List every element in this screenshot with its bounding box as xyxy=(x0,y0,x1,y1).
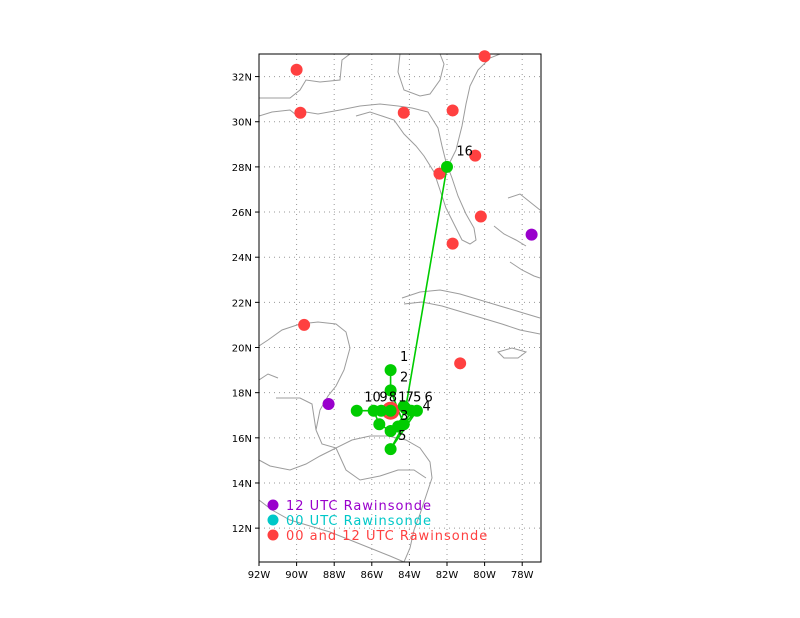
lat-tick-label: 20N xyxy=(232,344,252,355)
lon-tick-label: 92W xyxy=(248,570,271,581)
lat-tick-label: 16N xyxy=(232,434,252,445)
legend-both-marker xyxy=(267,529,279,541)
track-point-5 xyxy=(384,443,397,456)
lon-tick-label: 88W xyxy=(323,570,346,581)
lat-tick-label: 28N xyxy=(232,163,252,174)
station-00-12utc-marker xyxy=(290,63,303,76)
track-label: 10 xyxy=(364,391,381,406)
coastlines xyxy=(259,54,541,562)
track-label: 3 xyxy=(400,409,408,424)
legend-00utc-label: 00 UTC Rawinsonde xyxy=(286,514,432,529)
station-00-12utc-marker xyxy=(446,104,459,117)
track-label: 8 xyxy=(389,391,397,406)
station-00-12utc-marker xyxy=(294,106,307,119)
map-frame xyxy=(258,53,542,563)
track-point-15 xyxy=(399,402,412,415)
track-label: 9 xyxy=(379,391,387,406)
track-label: 5 xyxy=(398,429,406,444)
lon-tick-label: 82W xyxy=(436,570,459,581)
track-label: 6 xyxy=(424,391,432,406)
legend-12utc-marker xyxy=(267,499,279,511)
lon-tick-label: 78W xyxy=(511,570,534,581)
station-00-12utc-marker xyxy=(446,237,459,250)
lat-tick-label: 14N xyxy=(232,479,252,490)
station-00-12utc-marker xyxy=(454,357,467,370)
legend-12utc-label: 12 UTC Rawinsonde xyxy=(286,499,432,514)
track-label: 5 xyxy=(413,391,421,406)
lat-tick-label: 32N xyxy=(232,73,252,84)
lat-tick-label: 24N xyxy=(232,253,252,264)
station-12utc-marker xyxy=(525,228,538,241)
lat-tick-label: 18N xyxy=(232,389,252,400)
track-point-11 xyxy=(367,404,380,417)
storm-track xyxy=(290,50,491,456)
station-00-12utc-marker xyxy=(474,210,487,223)
lon-tick-label: 90W xyxy=(285,570,308,581)
track-label: 1 xyxy=(400,350,408,365)
track-point-2 xyxy=(384,384,397,397)
track-point-16 xyxy=(441,160,453,173)
track-label: 4 xyxy=(423,400,431,415)
track-label: 7 xyxy=(406,391,414,406)
track-label: 16 xyxy=(456,145,473,160)
station-00-12utc-marker xyxy=(397,106,410,119)
lon-tick-label: 84W xyxy=(398,570,421,581)
rawinsonde-stations xyxy=(322,228,538,410)
legend: 12 UTC Rawinsonde 00 UTC Rawinsonde 00 a… xyxy=(267,499,488,544)
lat-tick-label: 12N xyxy=(232,524,252,535)
track-point-12 xyxy=(373,418,386,431)
track-point-8 xyxy=(384,404,397,417)
lat-tick-label: 30N xyxy=(232,118,252,129)
station-00-12utc-marker xyxy=(298,318,311,331)
graticule xyxy=(259,54,541,562)
station-00-12utc-marker xyxy=(469,149,482,162)
legend-00utc-marker xyxy=(267,514,279,526)
lat-tick-label: 22N xyxy=(232,298,252,309)
axis-ticks: 92W 90W 88W 86W 84W 82W 80W 78W 32N 30N 28N 26N 24N 2… xyxy=(232,73,534,581)
track-point-14 xyxy=(392,420,405,433)
station-00-12utc-marker xyxy=(478,50,491,63)
track-point-1 xyxy=(384,364,397,377)
lon-tick-label: 86W xyxy=(360,570,383,581)
station-12utc-marker xyxy=(322,397,335,410)
legend-both-label: 00 and 12 UTC Rawinsonde xyxy=(286,529,488,544)
lat-tick-label: 26N xyxy=(232,208,252,219)
lon-tick-label: 80W xyxy=(473,570,496,581)
track-label: 2 xyxy=(400,370,408,385)
track-label: 1 xyxy=(398,391,406,406)
track-point-10 xyxy=(350,404,363,417)
